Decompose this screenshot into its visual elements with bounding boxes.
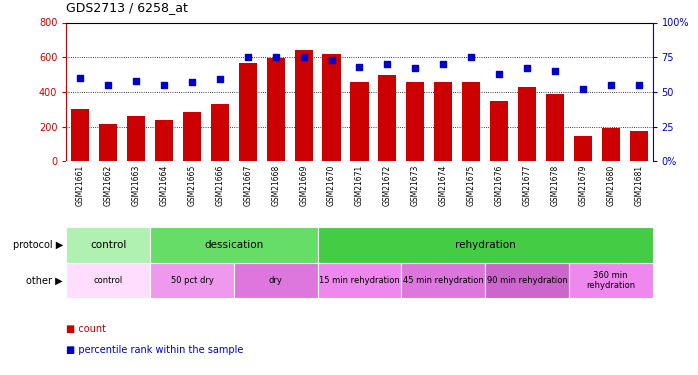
Bar [155, 120, 173, 161]
Bar [569, 262, 653, 298]
Bar [211, 104, 229, 161]
Text: GSM21668: GSM21668 [272, 165, 280, 206]
Bar [150, 262, 234, 298]
Text: control: control [94, 276, 123, 285]
Text: GSM21673: GSM21673 [411, 165, 419, 206]
Text: GDS2713 / 6258_at: GDS2713 / 6258_at [66, 1, 188, 14]
Point [410, 65, 421, 71]
Text: GSM21666: GSM21666 [216, 165, 224, 206]
Text: rehydration: rehydration [454, 240, 516, 250]
Point [270, 54, 281, 60]
Point [633, 82, 644, 88]
Bar [546, 94, 564, 161]
Point [326, 57, 337, 63]
Text: control: control [90, 240, 126, 250]
Bar [150, 227, 318, 262]
Point [242, 54, 253, 60]
Bar [350, 82, 369, 161]
Point [298, 54, 309, 60]
Point [131, 78, 142, 84]
Bar [401, 262, 485, 298]
Text: protocol ▶: protocol ▶ [13, 240, 63, 250]
Text: dry: dry [269, 276, 283, 285]
Text: GSM21672: GSM21672 [383, 165, 392, 206]
Point [103, 82, 114, 88]
Bar [378, 75, 396, 161]
Bar [295, 50, 313, 161]
Text: GSM21678: GSM21678 [551, 165, 559, 206]
Bar [234, 262, 318, 298]
Point [354, 64, 365, 70]
Bar [406, 82, 424, 161]
Text: GSM21671: GSM21671 [355, 165, 364, 206]
Point [605, 82, 616, 88]
Bar [485, 262, 569, 298]
Text: GSM21674: GSM21674 [439, 165, 447, 206]
Bar [267, 58, 285, 161]
Text: GSM21670: GSM21670 [327, 165, 336, 206]
Text: other ▶: other ▶ [27, 275, 63, 285]
Point [75, 75, 86, 81]
Bar [490, 101, 508, 161]
Bar [602, 128, 620, 161]
Bar [127, 116, 145, 161]
Text: GSM21665: GSM21665 [188, 165, 196, 206]
Text: GSM21681: GSM21681 [634, 165, 643, 206]
Bar [518, 87, 536, 161]
Bar [322, 54, 341, 161]
Bar [66, 262, 150, 298]
Point [214, 76, 225, 82]
Point [521, 65, 533, 71]
Bar [318, 262, 401, 298]
Text: 360 min
rehydration: 360 min rehydration [586, 271, 635, 290]
Point [438, 61, 449, 67]
Point [493, 71, 505, 77]
Text: GSM21663: GSM21663 [132, 165, 140, 206]
Text: GSM21679: GSM21679 [579, 165, 587, 206]
Text: GSM21661: GSM21661 [76, 165, 84, 206]
Text: ■ percentile rank within the sample: ■ percentile rank within the sample [66, 345, 244, 355]
Bar [239, 63, 257, 161]
Text: 50 pct dry: 50 pct dry [170, 276, 214, 285]
Text: GSM21662: GSM21662 [104, 165, 112, 206]
Text: GSM21664: GSM21664 [160, 165, 168, 206]
Bar [99, 124, 117, 161]
Text: ■ count: ■ count [66, 324, 106, 334]
Bar [462, 82, 480, 161]
Bar [434, 82, 452, 161]
Text: 15 min rehydration: 15 min rehydration [319, 276, 400, 285]
Text: GSM21667: GSM21667 [244, 165, 252, 206]
Point [577, 86, 588, 92]
Bar [630, 131, 648, 161]
Text: dessication: dessication [205, 240, 263, 250]
Bar [66, 227, 150, 262]
Text: 90 min rehydration: 90 min rehydration [487, 276, 567, 285]
Point [549, 68, 560, 74]
Bar [183, 112, 201, 161]
Text: GSM21680: GSM21680 [607, 165, 615, 206]
Text: GSM21675: GSM21675 [467, 165, 475, 206]
Point [158, 82, 170, 88]
Text: GSM21677: GSM21677 [523, 165, 531, 206]
Bar [71, 109, 89, 161]
Bar [574, 136, 592, 161]
Text: GSM21676: GSM21676 [495, 165, 503, 206]
Text: GSM21669: GSM21669 [299, 165, 308, 206]
Point [466, 54, 477, 60]
Point [186, 79, 198, 85]
Text: 45 min rehydration: 45 min rehydration [403, 276, 484, 285]
Point [382, 61, 393, 67]
Bar [318, 227, 653, 262]
